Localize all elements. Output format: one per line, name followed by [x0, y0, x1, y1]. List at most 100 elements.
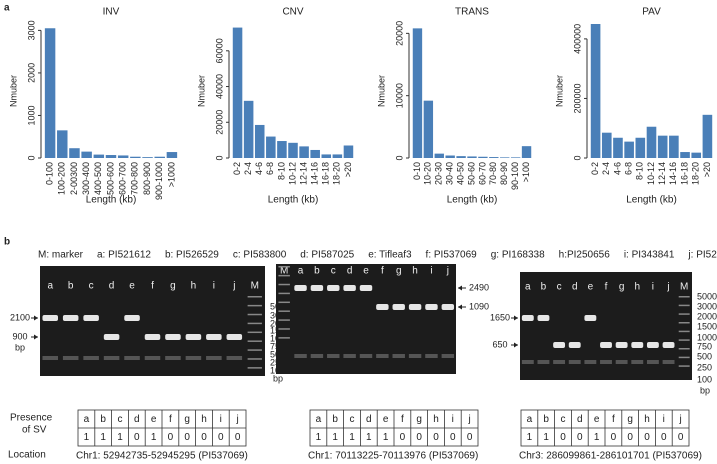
size-unit: bp [15, 342, 25, 352]
table-cell: e [383, 414, 389, 425]
chart-title: PAV [642, 7, 661, 18]
lane-label: j [666, 282, 669, 293]
size-label: 650 [492, 339, 507, 349]
x-tick-label: 4-6 [612, 162, 622, 175]
gel-band [646, 342, 659, 348]
primer-smear [600, 360, 612, 364]
table-cell: 0 [560, 432, 566, 443]
gel-band [294, 285, 307, 291]
x-tick-label: 18-20 [332, 162, 342, 185]
y-tick-label: 20000 [394, 21, 404, 46]
primer-smear [441, 354, 455, 358]
y-tick-label: 2000 [26, 63, 36, 83]
ladder-band [247, 304, 262, 307]
lane-label: g [170, 281, 176, 292]
lane-label: b [314, 266, 320, 277]
table-cell: h [201, 414, 207, 425]
x-axis-label: Length (kb) [86, 195, 137, 206]
ladder-band [678, 339, 690, 341]
ladder-band [247, 349, 262, 351]
gel-band [343, 285, 356, 291]
gel-band [376, 304, 389, 310]
gel-band [83, 315, 99, 321]
bar [232, 27, 243, 158]
x-tick-label: 2-4 [243, 162, 253, 175]
chart-title: INV [103, 7, 120, 18]
x-tick-label: 18-20 [691, 162, 701, 185]
ladder-band [278, 310, 290, 312]
y-tick-label: 200000 [572, 83, 582, 113]
legend-entry: f: PI537069 [426, 250, 478, 261]
bar [691, 152, 702, 158]
x-tick-label: 10-12 [287, 162, 297, 185]
table-cell: 0 [184, 432, 190, 443]
x-tick-label: 30-40 [445, 162, 455, 185]
y-tick-label: 1000 [26, 105, 36, 125]
primer-smear [226, 356, 243, 360]
primer-smear [206, 356, 222, 360]
table-cell: e [151, 414, 157, 425]
ladder-band [247, 296, 262, 298]
bar [154, 156, 165, 158]
primer-smear [83, 356, 99, 360]
table-cell: i [663, 414, 665, 425]
x-tick-label: 0-10 [412, 162, 422, 180]
ladder-band [278, 274, 290, 277]
lane-label: a [525, 282, 531, 293]
ladder-band [247, 367, 262, 369]
gel-band [662, 342, 675, 348]
legend-entry: i: PI343841 [624, 250, 675, 261]
lane-label: i [430, 266, 432, 277]
bar [601, 132, 612, 158]
bar [142, 157, 153, 158]
gel-band [521, 315, 534, 321]
table-cell: f [169, 414, 172, 425]
x-tick-label: >100 [521, 162, 531, 182]
bar [510, 157, 521, 158]
x-tick-label: 60-70 [477, 162, 487, 185]
size-label: 1650 [490, 312, 510, 322]
table-cell: h [433, 414, 439, 425]
table-cell: 1 [543, 432, 549, 443]
bar [69, 148, 80, 158]
table-cell: 0 [661, 432, 667, 443]
bar [166, 152, 178, 158]
ladder-band [278, 283, 290, 286]
lane-label: a [47, 281, 53, 292]
lane-label: f [605, 282, 608, 293]
y-tick-label: 0 [26, 155, 36, 160]
table-cell: g [184, 414, 190, 425]
ladder-label: 3000 [697, 301, 717, 311]
lane-label: c [331, 266, 336, 277]
lane-label: a [298, 266, 304, 277]
lane-label: j [232, 281, 235, 292]
x-tick-label: 400-500 [93, 162, 103, 195]
row-label: Location [8, 450, 46, 461]
table-cell: 1 [383, 432, 389, 443]
ladder-band [247, 358, 262, 360]
bar [93, 154, 105, 158]
ladder-band [278, 337, 290, 339]
x-tick-label: 500-600 [105, 162, 115, 195]
gel-band [327, 285, 340, 291]
primer-smear [584, 360, 597, 364]
bar [657, 135, 668, 158]
x-tick-label: 6-8 [265, 162, 275, 175]
row-label: Presence [10, 413, 53, 424]
table-cell: i [452, 414, 454, 425]
bar [105, 155, 117, 158]
legend-entry: a: PI521612 [97, 250, 151, 261]
lane-label: M [280, 266, 288, 277]
y-tick-label: 0 [214, 155, 224, 160]
lane-label: d [572, 282, 578, 293]
table-cell: 1 [527, 432, 533, 443]
x-tick-label: 0-100 [44, 162, 54, 185]
bar [646, 126, 657, 158]
arrow-head [514, 315, 518, 321]
gel-band [62, 315, 79, 321]
bar [590, 24, 601, 158]
x-tick-label: 90-100 [510, 162, 520, 190]
y-tick-label: 3000 [26, 20, 36, 40]
table-cell: 1 [349, 432, 355, 443]
table-cell: j [235, 414, 238, 425]
